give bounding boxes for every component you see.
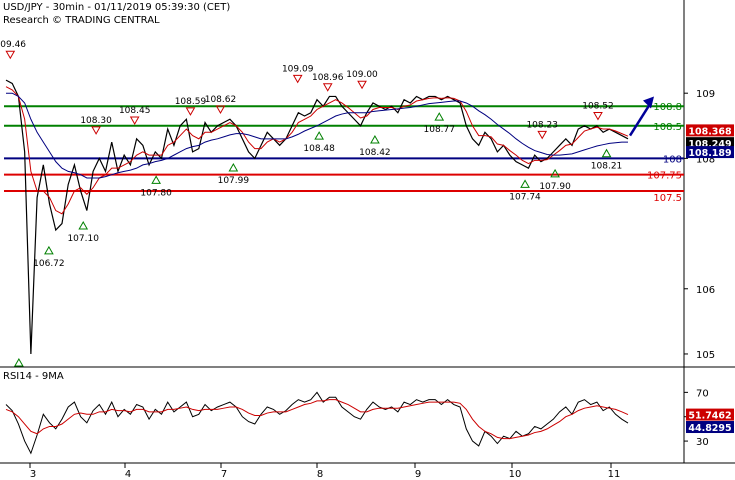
top-marker: [593, 111, 603, 121]
chart-title: USD/JPY - 30min - 01/11/2019 05:39:30 (C…: [3, 2, 231, 13]
series-rsi: [5, 391, 629, 455]
rsi-y-tick-label: 30: [696, 437, 709, 448]
rsi-y-tick-label: 70: [696, 388, 709, 399]
value-tag-bg: [686, 146, 734, 159]
bottom-marker-label: 107.90: [539, 182, 571, 192]
top-marker-label: 108.59: [175, 97, 207, 107]
series-price: [5, 79, 629, 354]
bottom-marker: [314, 131, 325, 140]
forecast-arrow: [628, 101, 653, 137]
x-tick-label: 9: [415, 469, 421, 480]
bottom-marker-label: 107.10: [67, 234, 99, 244]
top-marker-label: 108.96: [312, 73, 344, 83]
y-tick-label: 106: [696, 285, 715, 296]
top-marker-label: 109.00: [346, 70, 378, 80]
value-tag-bg: [686, 124, 734, 137]
bottom-marker: [228, 163, 239, 172]
bottom-marker: [601, 148, 612, 158]
x-tick-label: 11: [608, 469, 621, 480]
level-label: 108.8: [653, 102, 682, 113]
chart-subtitle: Research © TRADING CENTRAL: [3, 15, 160, 26]
level-label: 107.5: [653, 193, 682, 204]
top-marker: [292, 74, 303, 84]
level-label: 107.75: [647, 171, 682, 182]
bottom-marker: [78, 221, 89, 230]
rsi-value-tag-bg: [686, 408, 734, 421]
top-marker-label: 108.30: [80, 116, 112, 126]
rsi-value-tag: 44.8295: [688, 423, 731, 434]
bottom-marker: [151, 175, 161, 184]
rsi-value-tag-bg: [686, 421, 734, 434]
top-marker: [215, 105, 226, 114]
series-rsi_signal: [5, 399, 629, 440]
top-marker: [91, 126, 101, 135]
x-tick-label: 10: [509, 469, 522, 480]
bottom-marker: [14, 357, 24, 367]
top-marker-label: 108.23: [526, 120, 558, 130]
top-marker: [537, 130, 548, 140]
bottom-marker-label: 108.42: [359, 148, 391, 158]
top-marker: [357, 80, 367, 90]
value-tag: 108.189: [688, 148, 731, 159]
bottom-marker-label: 108.77: [424, 125, 456, 135]
level-label: 108.5: [653, 122, 682, 133]
bottom-marker: [434, 112, 445, 121]
top-marker-label: 109.46: [0, 40, 26, 50]
top-marker: [185, 107, 196, 116]
x-tick-label: 8: [317, 469, 323, 480]
x-tick-label: 3: [30, 469, 36, 480]
bottom-marker-label: 107.80: [140, 188, 172, 198]
top-marker-label: 109.09: [282, 64, 314, 74]
top-marker: [322, 83, 333, 92]
bottom-marker: [44, 245, 54, 255]
value-tag: 108.368: [688, 126, 732, 137]
y-tick-label: 109: [696, 89, 715, 100]
value-tag: 108.249: [688, 139, 731, 150]
top-marker-label: 108.52: [582, 101, 614, 111]
bottom-marker-label: 108.21: [591, 162, 623, 172]
bottom-marker-label: 107.74: [509, 192, 541, 202]
bottom-marker: [520, 179, 530, 188]
top-marker-label: 108.62: [205, 95, 237, 105]
rsi-value-tag: 51.7462: [688, 411, 731, 422]
y-tick-label: 105: [696, 350, 715, 361]
top-marker: [5, 50, 16, 60]
bottom-marker: [550, 168, 560, 178]
bottom-marker: [370, 134, 380, 144]
level-label: 108: [663, 154, 682, 165]
rsi-title: RSI14 - 9MA: [3, 371, 64, 382]
top-marker-label: 108.45: [119, 106, 151, 116]
bottom-marker-label: 108.48: [303, 144, 335, 154]
x-tick-label: 4: [125, 469, 131, 480]
forecast-arrowhead: [643, 96, 654, 109]
y-tick-label: 108: [696, 154, 715, 165]
top-marker: [129, 116, 140, 126]
series-ma_slow: [6, 92, 628, 179]
bottom-marker-label: 107.99: [218, 176, 250, 186]
x-tick-label: 7: [221, 469, 227, 480]
bottom-marker-label: 106.72: [33, 259, 65, 269]
series-ma_fast: [5, 86, 629, 215]
